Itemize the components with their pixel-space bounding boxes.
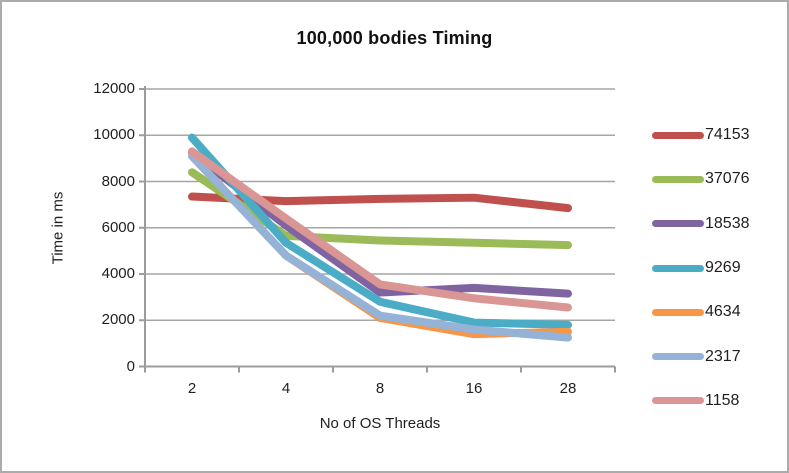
legend-label: 9269 xyxy=(705,259,741,277)
series-line-1158 xyxy=(188,147,572,312)
y-axis-title: Time in ms xyxy=(49,191,67,265)
legend-label: 4634 xyxy=(705,303,741,321)
y-tick-label: 0 xyxy=(126,357,135,375)
x-tick-label: 4 xyxy=(281,380,291,397)
y-tick-label: 8000 xyxy=(101,172,135,190)
legend: 74153 37076 18538 9269 4634 2317 1158 xyxy=(652,113,787,423)
legend-item-18538: 18538 xyxy=(652,202,787,246)
legend-item-74153: 74153 xyxy=(652,113,787,157)
legend-item-2317: 2317 xyxy=(652,334,787,378)
y-tick-label: 4000 xyxy=(101,265,135,282)
chart-title: 100,000 bodies Timing xyxy=(296,28,493,48)
legend-swatch-icon xyxy=(652,175,704,183)
legend-swatch-icon xyxy=(652,220,704,228)
y-tick-label: 2000 xyxy=(101,311,135,329)
x-axis-title: No of OS Threads xyxy=(319,415,441,432)
legend-item-4634: 4634 xyxy=(652,290,787,334)
legend-swatch-icon xyxy=(652,397,704,405)
legend-swatch-icon xyxy=(652,264,704,272)
legend-item-37076: 37076 xyxy=(652,157,787,201)
y-tick-label: 12000 xyxy=(93,80,135,97)
y-tick-label: 10000 xyxy=(93,126,135,144)
legend-swatch-icon xyxy=(652,353,704,361)
legend-swatch-icon xyxy=(652,131,704,139)
legend-label: 2317 xyxy=(705,347,741,365)
legend-item-1158: 1158 xyxy=(652,379,787,423)
legend-label: 74153 xyxy=(705,126,750,144)
series-line-2317 xyxy=(188,152,572,342)
x-tick-label: 16 xyxy=(465,380,483,397)
legend-swatch-icon xyxy=(652,308,704,316)
legend-label: 18538 xyxy=(705,214,750,232)
series-line-9269 xyxy=(188,133,572,329)
series-line-18538 xyxy=(188,148,572,298)
x-tick-label: 28 xyxy=(559,380,577,397)
legend-label: 37076 xyxy=(705,170,750,188)
legend-label: 1158 xyxy=(705,391,740,409)
legend-item-9269: 9269 xyxy=(652,246,787,290)
series-line-37076 xyxy=(188,168,572,250)
y-tick-label: 6000 xyxy=(101,218,135,236)
x-tick-label: 2 xyxy=(187,380,197,397)
x-tick-label: 8 xyxy=(375,380,385,397)
